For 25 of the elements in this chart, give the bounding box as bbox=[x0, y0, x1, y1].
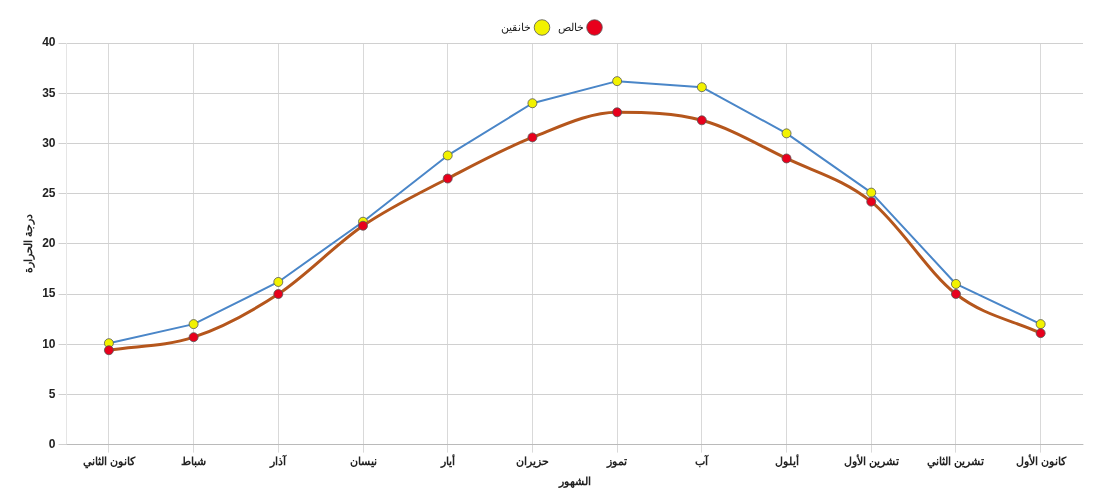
x-tick-label: آب bbox=[695, 454, 710, 469]
x-tick-label: أيار bbox=[439, 454, 455, 469]
y-tick-label: 15 bbox=[42, 286, 56, 301]
x-tick-label: حزيران bbox=[515, 455, 549, 469]
x-tick-label: كانون الأول bbox=[1015, 454, 1067, 469]
x-tick-label: أيلول bbox=[774, 454, 799, 469]
x-tick-label: نيسان bbox=[349, 455, 377, 469]
x-tick-label: آذار bbox=[269, 454, 288, 469]
y-tick-label: 0 bbox=[48, 436, 56, 451]
y-tick-label: 10 bbox=[42, 336, 56, 351]
x-tick-label: تشرين الثاني bbox=[927, 455, 985, 470]
y-tick-label: 5 bbox=[48, 386, 56, 401]
y-tick-label: 40 bbox=[42, 35, 56, 50]
y-axis-title: درجة الحرارة bbox=[21, 214, 35, 274]
x-axis-title: الشهور bbox=[557, 475, 591, 489]
x-tick-label: كانون الثاني bbox=[82, 455, 136, 470]
legend-label: خالص bbox=[557, 20, 584, 34]
x-tick-label: شباط bbox=[181, 455, 207, 469]
y-tick-label: 35 bbox=[42, 85, 56, 100]
y-tick-label: 30 bbox=[42, 135, 56, 150]
x-tick-label: تشرين الأول bbox=[843, 454, 899, 469]
y-tick-label: 20 bbox=[42, 236, 56, 251]
legend-label: خانقين bbox=[501, 20, 531, 34]
x-tick-label: تموز bbox=[606, 455, 628, 469]
y-tick-label: 25 bbox=[42, 185, 56, 200]
